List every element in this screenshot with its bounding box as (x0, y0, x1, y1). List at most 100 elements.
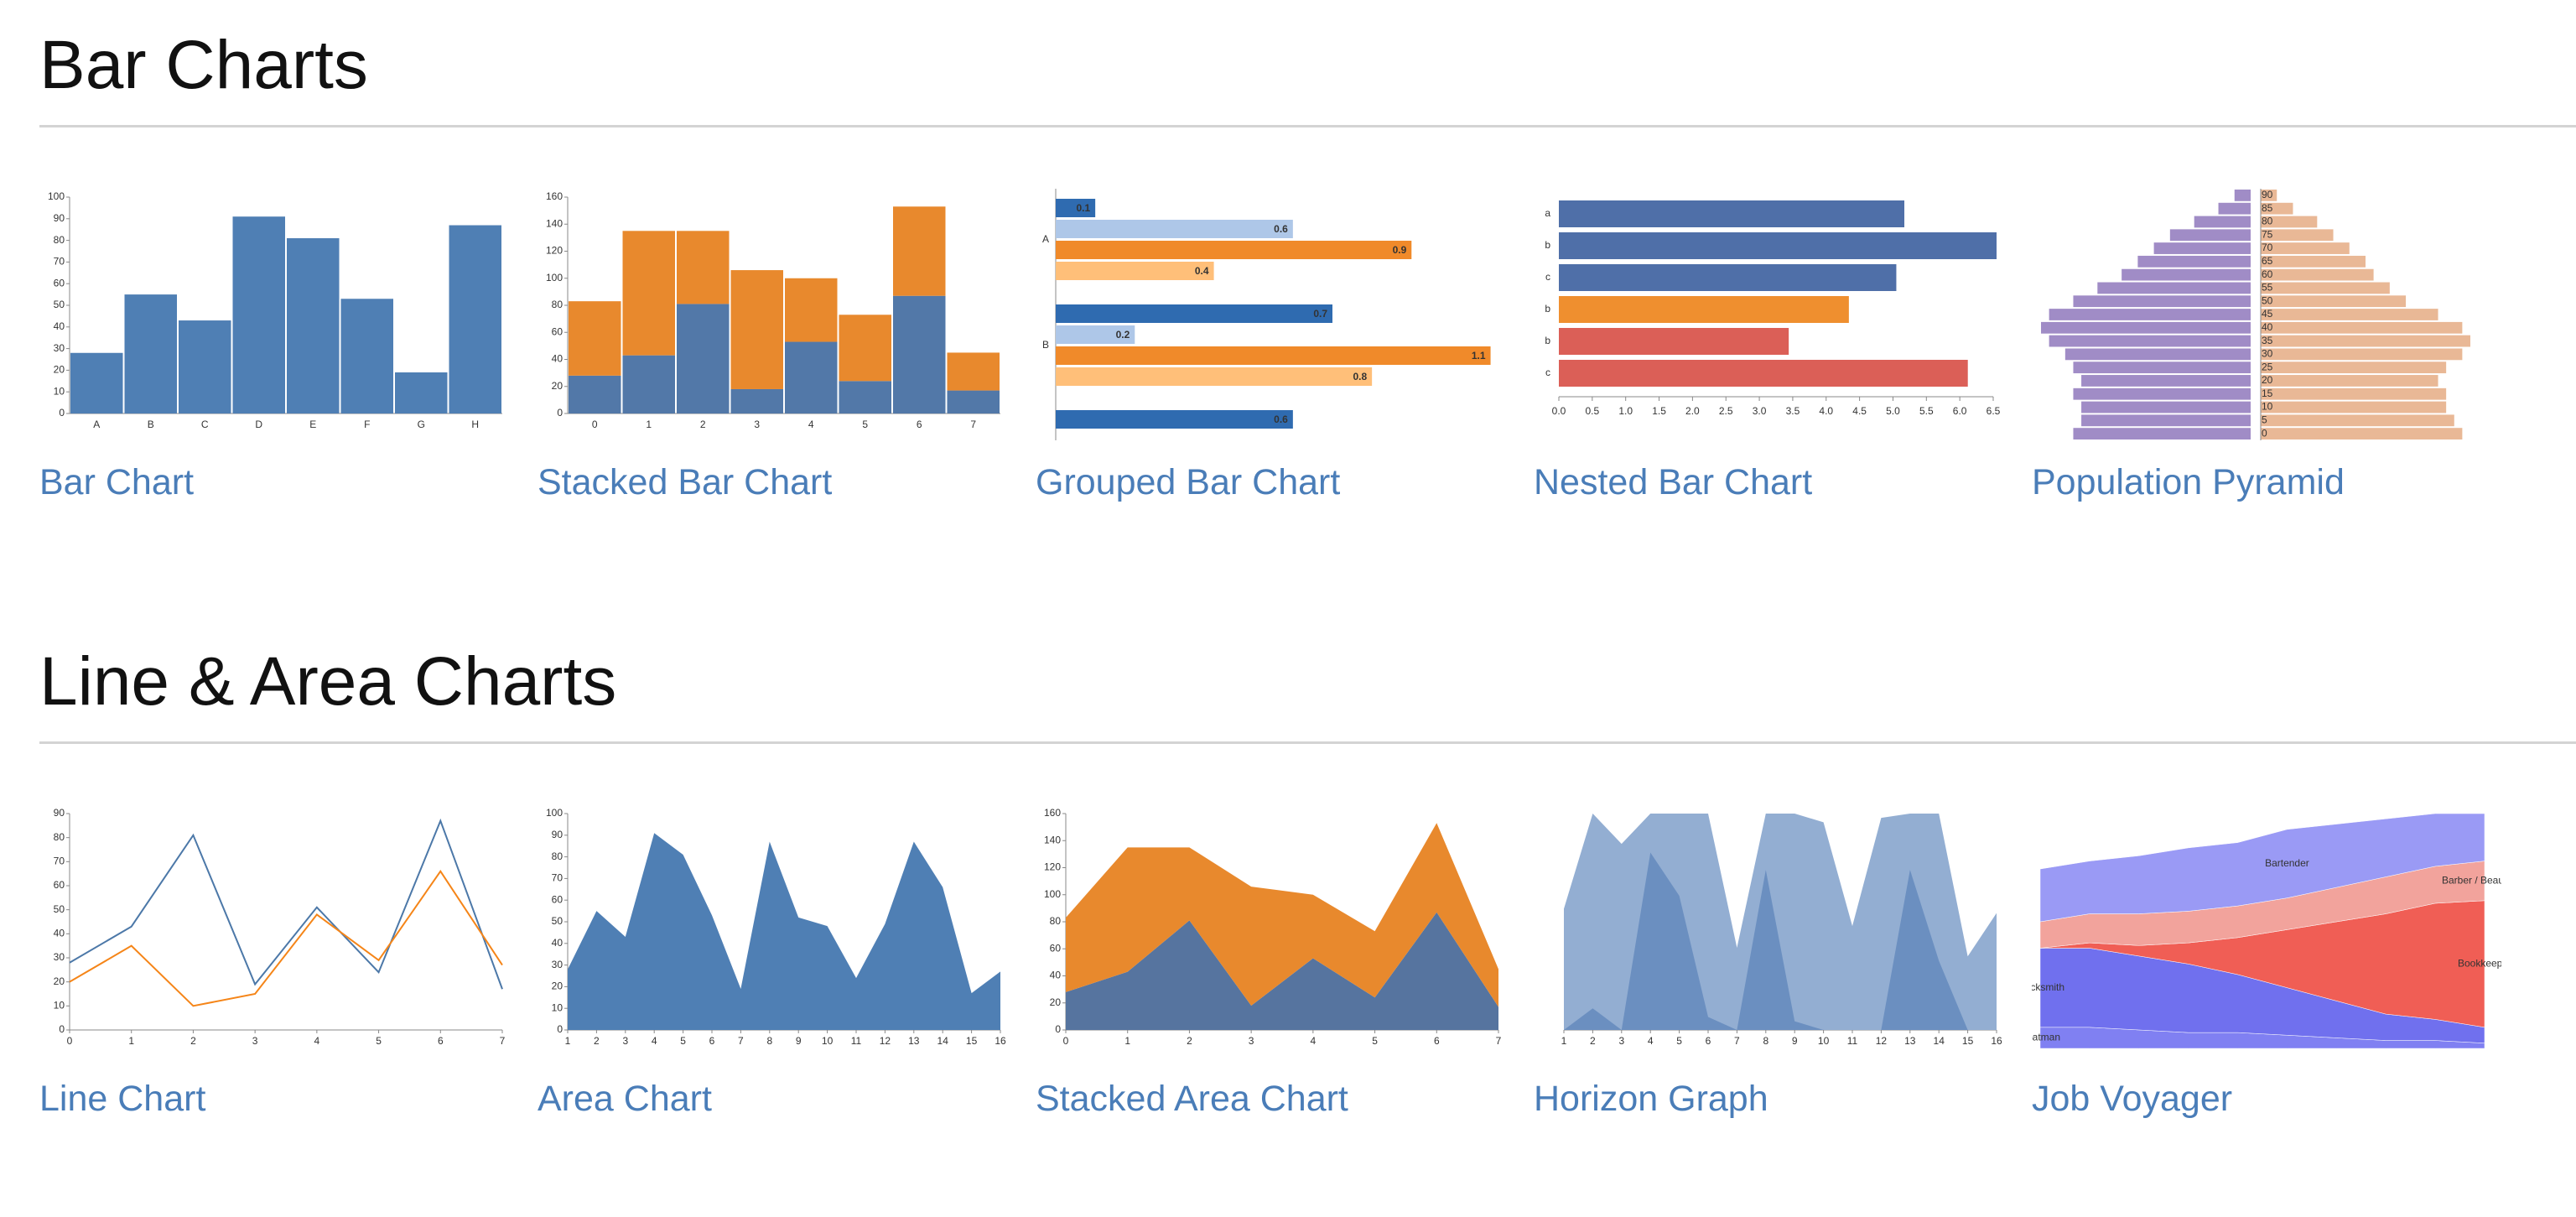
x-tick-label: 5.0 (1886, 405, 1900, 417)
x-tick-label: E (309, 419, 316, 430)
bar-segment (677, 231, 730, 304)
gallery-item[interactable]: a b c b b c 0.0 0.5 1.0 1.5 2.0 2.5 3.0 3.5 4.0 4.5 5.0 5… (1534, 189, 2003, 507)
gallery-item[interactable]: 1 2 3 4 5 6 7 8 9 10 11 12 13 14 15 16 Horizon Graph (1534, 805, 2003, 1124)
y-tick-label: 60 (1050, 942, 1062, 954)
x-tick-label: 3 (622, 1035, 628, 1047)
x-tick-label: 6.0 (1953, 405, 1967, 417)
bar (2261, 216, 2318, 228)
stream-label: Boatman (2032, 1032, 2060, 1043)
item-label: Line Chart (39, 1079, 206, 1119)
category-label: A (1042, 233, 1049, 245)
bar (1559, 264, 1897, 291)
bar (2261, 255, 2366, 268)
section-title: Line & Area Charts (39, 643, 617, 720)
y-tick-label: 30 (552, 959, 564, 970)
gallery-item[interactable]: Boatman Blacksmith Bookkeeper Barber / Beau… (2032, 805, 2501, 1124)
y-tick-label: 60 (552, 325, 564, 337)
area (1066, 823, 1498, 1007)
x-tick-label: 14 (1934, 1035, 1945, 1047)
x-tick-label: 6 (709, 1035, 715, 1047)
divider (39, 741, 2576, 744)
bar-segment (677, 304, 730, 413)
x-tick-label: 7 (738, 1035, 744, 1047)
x-tick-label: 5 (862, 419, 868, 430)
y-tick-label: 20 (1050, 996, 1062, 1008)
x-tick-label: 3.0 (1753, 405, 1767, 417)
x-tick-label: 13 (908, 1035, 920, 1047)
x-tick-label: 6 (917, 419, 922, 430)
y-tick-label: 50 (54, 299, 65, 310)
x-tick-label: 6.5 (1987, 405, 2001, 417)
x-tick-label: 2 (1187, 1035, 1192, 1047)
age-label: 80 (2262, 216, 2273, 227)
x-tick-label: 1 (646, 419, 652, 430)
bar (449, 225, 501, 413)
y-tick-label: 20 (552, 980, 564, 992)
x-tick-label: 3 (1249, 1035, 1254, 1047)
gallery-item[interactable]: 0 10 20 30 40 50 60 70 80 90 100 1 2 3 4 5 6 7 8 9 10 11 12 13 1… (538, 805, 1007, 1124)
item-label: Area Chart (538, 1079, 712, 1119)
item-label: Grouped Bar Chart (1036, 462, 1341, 502)
y-tick-label: 10 (54, 1000, 65, 1012)
bar (2137, 255, 2251, 268)
x-tick-label: 4 (652, 1035, 657, 1047)
x-tick-label: 0 (592, 419, 598, 430)
category-label: B (1042, 339, 1049, 351)
x-tick-label: 6 (1434, 1035, 1440, 1047)
bar (1056, 262, 1214, 280)
x-tick-label: 4 (808, 419, 814, 430)
bar (2261, 401, 2447, 413)
x-tick-label: 4 (1311, 1035, 1317, 1047)
category-label: a (1545, 207, 1550, 219)
bar-segment (893, 206, 946, 296)
bar (2064, 348, 2251, 361)
bar (179, 320, 231, 413)
y-tick-label: 50 (54, 903, 65, 915)
gallery-item[interactable]: 0 20 40 60 80 100 120 140 160 0 1 2 3 4 5 6 7 Stacked Are… (1036, 805, 1505, 1124)
age-label: 30 (2262, 348, 2273, 360)
bar-segment (785, 278, 838, 342)
bar (2261, 321, 2463, 334)
bar (2261, 375, 2438, 387)
bar-segment (622, 355, 675, 413)
x-tick-label: 5.5 (1919, 405, 1934, 417)
x-tick-label: 2.5 (1719, 405, 1733, 417)
item-label: Bar Chart (39, 462, 195, 502)
bar (2261, 361, 2447, 374)
gallery-item[interactable]: 90 85 80 75 70 65 60 55 50 45 40 35 30 25 20 15 10 5 0 Popu… (2032, 189, 2501, 507)
thumbnail: 0 20 40 60 80 100 120 140 160 0 1 2 3 4 5 6 7 (546, 190, 1000, 430)
gallery-item[interactable]: A 0.1 0.6 0.9 0.4 B 0.7 0.2 1.1 0.8 0.6 Grouped Bar… (1036, 189, 1505, 507)
age-label: 25 (2262, 361, 2273, 372)
x-tick-label: 2.0 (1685, 405, 1700, 417)
thumbnail: 0 10 20 30 40 50 60 70 80 90 100 A B C D E F G H (48, 190, 502, 430)
y-tick-label: 140 (546, 217, 563, 229)
bar (2073, 295, 2251, 308)
bar (2261, 387, 2447, 400)
bar (2261, 295, 2407, 308)
bar (2081, 414, 2251, 427)
x-tick-label: 6 (1706, 1035, 1711, 1047)
age-label: 5 (2262, 413, 2267, 425)
x-tick-label: 0.0 (1552, 405, 1566, 417)
gallery-item[interactable]: 0 10 20 30 40 50 60 70 80 90 0 1 2 3 4 5 6 7 Line Chart (39, 805, 509, 1124)
y-tick-label: 160 (546, 190, 563, 202)
x-tick-label: H (471, 419, 479, 430)
y-tick-label: 100 (1044, 888, 1061, 900)
age-label: 40 (2262, 321, 2273, 333)
x-tick-label: 3 (1618, 1035, 1624, 1047)
stream-label: Bartender (2265, 857, 2309, 869)
gallery-item[interactable]: 0 20 40 60 80 100 120 140 160 0 1 2 3 4 5 6 7 Stacked Bar… (538, 189, 1007, 507)
bar (2261, 414, 2454, 427)
bar (2097, 282, 2251, 294)
x-tick-label: 1.0 (1618, 405, 1633, 417)
gallery-item[interactable]: 0 10 20 30 40 50 60 70 80 90 100 A B C D E F G H Bar Chart (39, 189, 509, 507)
x-tick-label: 5 (376, 1035, 382, 1047)
bar (1056, 410, 1293, 429)
bar (2041, 321, 2251, 334)
y-tick-label: 50 (552, 915, 564, 927)
x-tick-label: 3 (754, 419, 760, 430)
bar (395, 372, 448, 413)
item-label: Horizon Graph (1534, 1079, 1768, 1119)
